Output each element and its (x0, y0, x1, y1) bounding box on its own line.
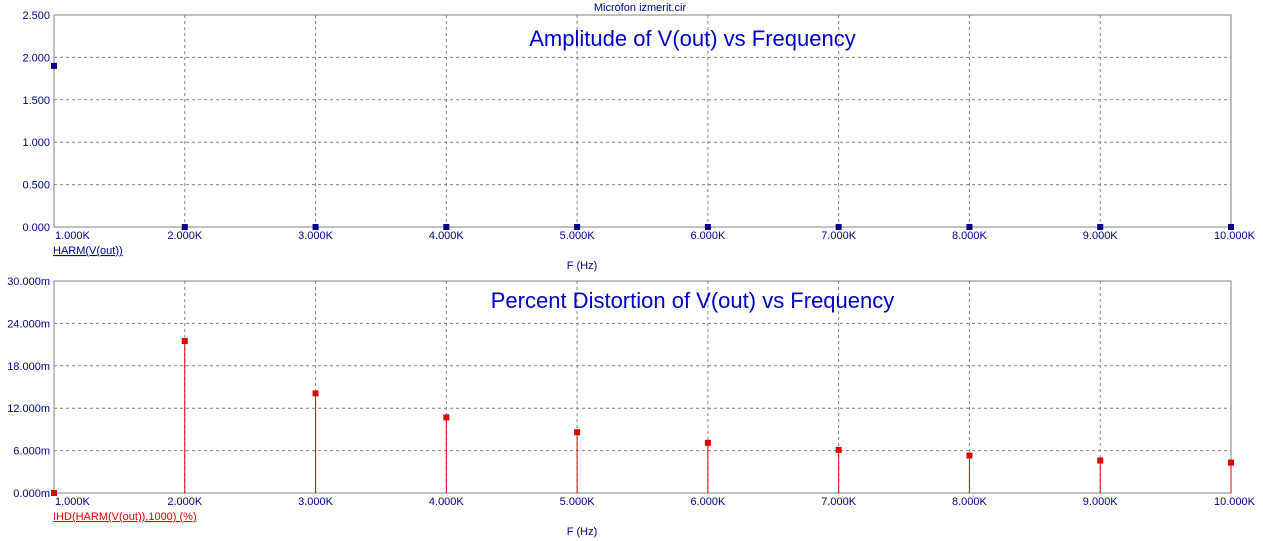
chart-panel-1: 0.000 0.500 1.000 1.500 2.000 2.500 1.000K 2.00… (22, 10, 1255, 272)
x-tick-label: 3.000K (298, 496, 334, 508)
data-point (574, 224, 581, 230)
y-tick-label: 18.000m (7, 361, 50, 373)
x-tick-label: 6.000K (690, 230, 726, 242)
legend-entry: IHD(HARM(V(out)),1000) (%) (53, 511, 197, 523)
x-tick-label: 8.000K (952, 230, 988, 242)
plot-frame (53, 280, 1232, 494)
y-tick-label: 1.500 (22, 95, 50, 107)
x-tick-label: 6.000K (690, 496, 726, 508)
plot-frame (53, 14, 1232, 228)
data-point (443, 224, 450, 230)
x-tick-label: 10.000K (1214, 496, 1256, 508)
data-point (312, 390, 319, 397)
x-tick-label: 5.000K (560, 230, 596, 242)
data-point (1228, 459, 1234, 466)
chart-panel-2: 0.000m 6.000m 12.000m 18.000m 24.000m 30.000m… (7, 276, 1255, 538)
data-point (835, 224, 842, 230)
x-tick-label: 1.000K (55, 496, 91, 508)
x-tick-label: 7.000K (821, 496, 857, 508)
y-tick-label: 2.000 (22, 52, 50, 64)
y-tick-label: 1.000 (22, 137, 50, 149)
data-point (704, 439, 711, 446)
x-tick-label: 5.000K (560, 496, 596, 508)
x-tick-label: 9.000K (1083, 230, 1119, 242)
data-point (181, 338, 188, 345)
x-tick-label: 1.000K (55, 230, 91, 242)
data-point (312, 224, 319, 230)
x-tick-label: 9.000K (1083, 496, 1119, 508)
data-point (966, 224, 973, 230)
legend-entry: HARM(V(out)) (53, 245, 123, 257)
y-tick-label: 30.000m (7, 276, 50, 288)
x-tick-label: 2.000K (167, 230, 203, 242)
chart-title: Percent Distortion of V(out) vs Frequenc… (491, 288, 895, 313)
x-tick-label: 4.000K (429, 230, 465, 242)
data-point (51, 62, 57, 69)
x-tick-label: 2.000K (167, 496, 203, 508)
y-tick-label: 2.500 (22, 10, 50, 22)
window-title: Microfon izmerit.cir (594, 2, 687, 14)
chart-title: Amplitude of V(out) vs Frequency (529, 26, 855, 51)
x-tick-label: 10.000K (1214, 230, 1256, 242)
y-tick-label: 12.000m (7, 403, 50, 415)
x-axis-label: F (Hz) (567, 260, 598, 272)
y-tick-label: 0.000 (22, 222, 50, 234)
data-point (574, 429, 581, 436)
y-tick-label: 0.000m (13, 488, 50, 500)
data-point (704, 224, 711, 230)
x-tick-label: 3.000K (298, 230, 334, 242)
y-tick-label: 6.000m (13, 446, 50, 458)
data-point (966, 452, 973, 459)
x-axis-label: F (Hz) (567, 526, 598, 538)
x-tick-label: 7.000K (821, 230, 857, 242)
data-point (1228, 224, 1234, 230)
data-point (181, 224, 188, 230)
data-point (835, 446, 842, 453)
data-point (443, 414, 450, 421)
data-point (1097, 224, 1104, 230)
y-tick-label: 0.500 (22, 180, 50, 192)
x-tick-label: 8.000K (952, 496, 988, 508)
y-tick-label: 24.000m (7, 318, 50, 330)
data-point (51, 490, 57, 496)
data-point (1097, 457, 1104, 464)
x-tick-label: 4.000K (429, 496, 465, 508)
